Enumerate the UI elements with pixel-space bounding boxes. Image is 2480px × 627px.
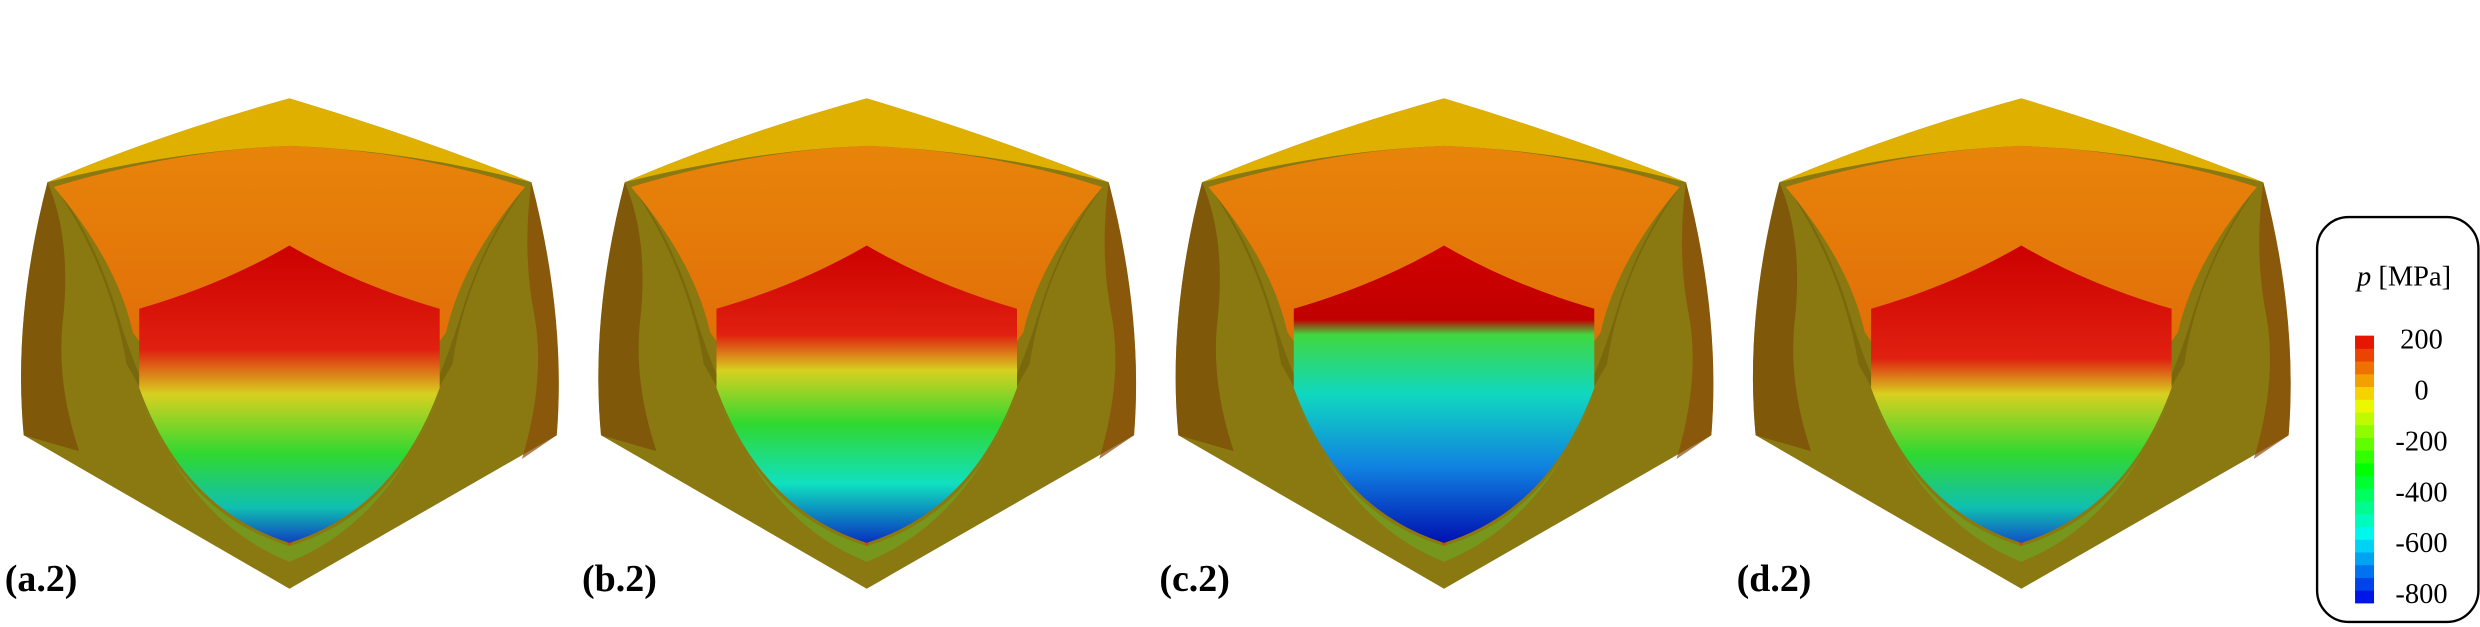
colorbar-band bbox=[2355, 386, 2375, 400]
colorbar-band bbox=[2355, 577, 2375, 591]
shadow-left bbox=[1752, 182, 1811, 452]
shadow-right bbox=[1676, 182, 1714, 460]
colorbar-band bbox=[2355, 513, 2375, 528]
shadow-left bbox=[598, 182, 657, 452]
colorbar-band bbox=[2355, 539, 2375, 553]
shadow-left bbox=[21, 182, 80, 452]
colorbar-unit: [MPa] bbox=[2378, 261, 2451, 292]
colorbar-band bbox=[2355, 564, 2375, 578]
panel: (d.2) bbox=[1737, 98, 2291, 600]
panel: (b.2) bbox=[582, 98, 1137, 600]
colorbar-band bbox=[2355, 590, 2375, 604]
colorbar-band bbox=[2355, 450, 2375, 464]
panel-label: (d.2) bbox=[1737, 558, 1812, 600]
colorbar-symbol: p bbox=[2355, 261, 2371, 292]
colorbar-title: p [MPa] bbox=[2355, 261, 2451, 292]
panel-label: (a.2) bbox=[5, 558, 78, 600]
colorbar-band bbox=[2355, 373, 2375, 388]
colorbar-band bbox=[2355, 462, 2375, 477]
colorbar-tick-label: -600 bbox=[2395, 528, 2447, 559]
panels: (a.2) (b.2) (c.2) (d.2) bbox=[5, 98, 2291, 600]
colorbar-tick-label: 200 bbox=[2400, 325, 2443, 356]
colorbar-tick-label: -800 bbox=[2395, 579, 2447, 610]
panel: (c.2) bbox=[1159, 98, 1714, 600]
shadow-right bbox=[2253, 182, 2291, 460]
shadow-right bbox=[521, 182, 559, 460]
top-rim bbox=[1202, 98, 1687, 183]
pressure-bowl bbox=[1871, 245, 2172, 543]
top-rim bbox=[624, 98, 1109, 183]
colorbar-band bbox=[2355, 552, 2375, 566]
colorbar-band bbox=[2355, 348, 2375, 362]
colorbar-band bbox=[2355, 412, 2375, 426]
colorbar-band bbox=[2355, 526, 2375, 540]
colorbar-band bbox=[2355, 399, 2375, 413]
colorbar-band bbox=[2355, 361, 2375, 375]
colorbar: p [MPa] 200 0 -200 -400 -600 -800 bbox=[2315, 215, 2480, 624]
colorbar-band bbox=[2355, 475, 2375, 489]
pressure-bowl bbox=[716, 245, 1017, 543]
colorbar-band bbox=[2355, 501, 2375, 515]
panel: (a.2) bbox=[5, 98, 559, 600]
pressure-bowl bbox=[1293, 245, 1595, 543]
colorbar-tick-label: -400 bbox=[2395, 477, 2447, 508]
pressure-bowl bbox=[139, 245, 440, 543]
colorbar-band bbox=[2355, 424, 2375, 438]
colorbar-band bbox=[2355, 488, 2375, 502]
panel-label: (c.2) bbox=[1159, 558, 1230, 600]
top-rim bbox=[47, 98, 532, 183]
shadow-right bbox=[1099, 182, 1137, 460]
top-rim bbox=[1779, 98, 2264, 183]
shadow-left bbox=[1175, 182, 1234, 452]
panel-label: (b.2) bbox=[582, 558, 657, 600]
colorbar-tick-label: 0 bbox=[2414, 375, 2428, 406]
colorbar-band bbox=[2355, 437, 2375, 451]
colorbar-band bbox=[2355, 335, 2375, 349]
colorbar-tick-label: -200 bbox=[2395, 426, 2447, 457]
